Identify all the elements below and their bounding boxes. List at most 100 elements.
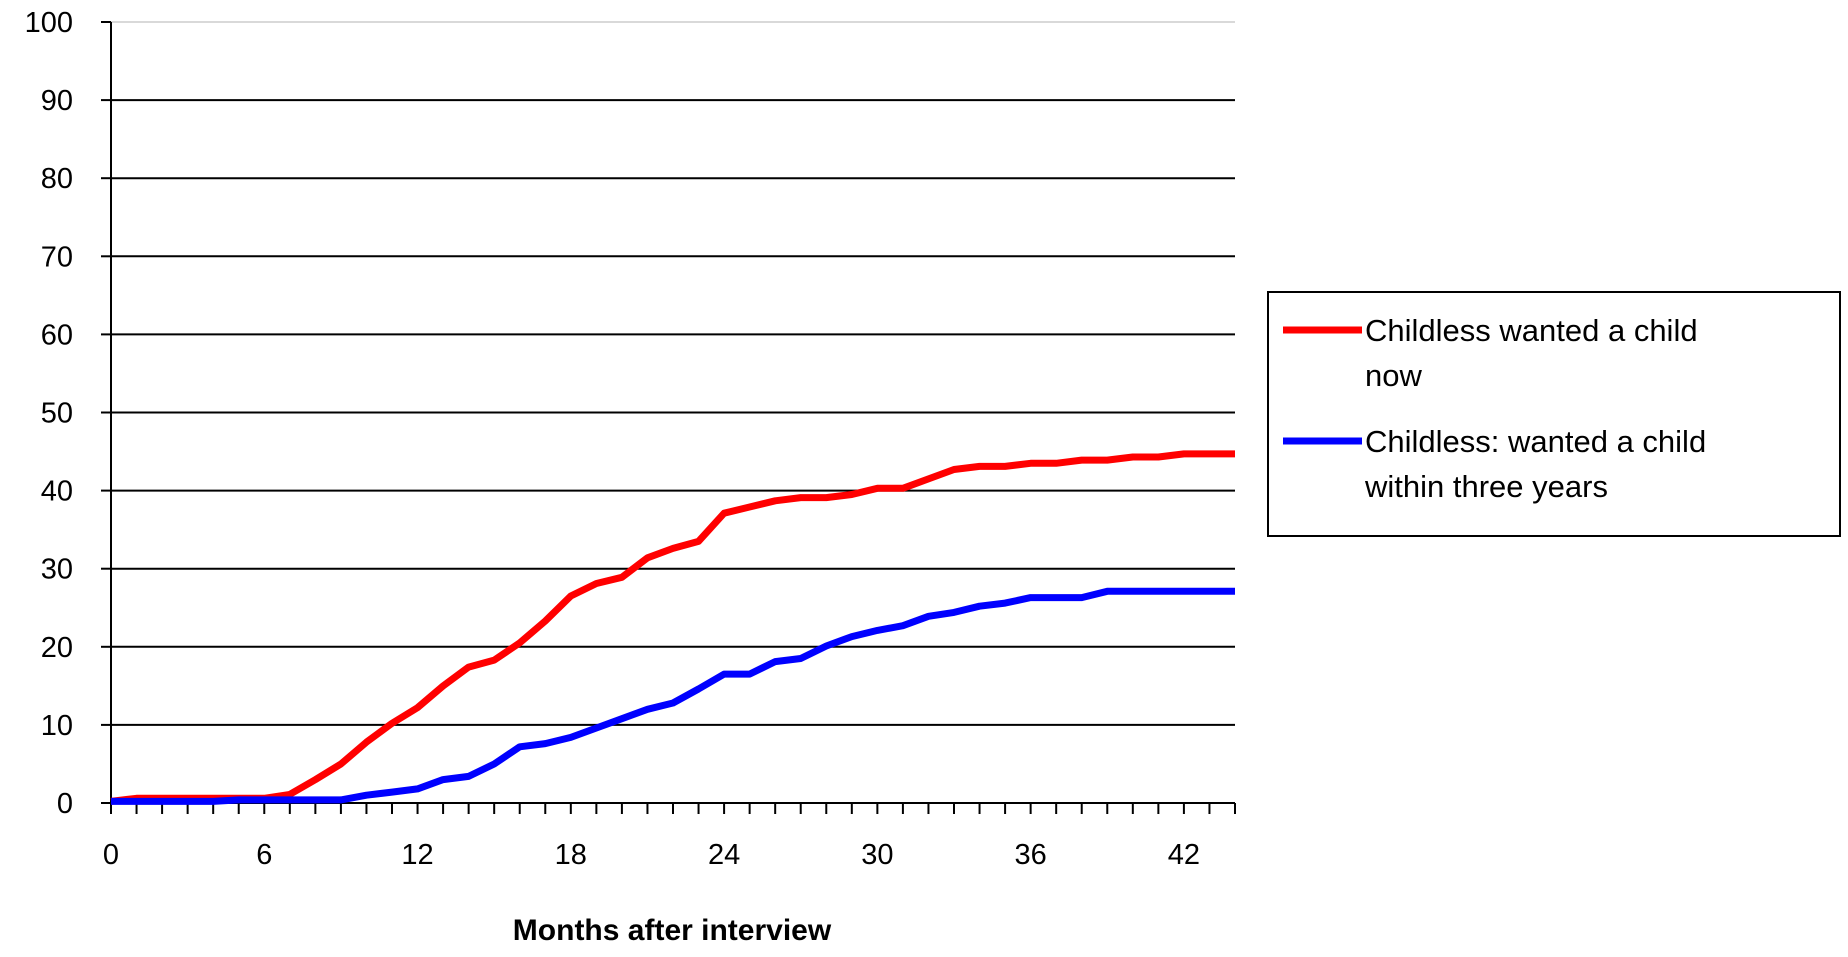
data-point-s1-x33	[951, 466, 958, 473]
data-point-s1-x23	[695, 538, 702, 545]
x-tick-label-36: 36	[1015, 839, 1047, 871]
data-point-s2-x19	[593, 725, 600, 732]
data-point-s2-x22	[670, 700, 677, 707]
y-tick-label-30: 30	[41, 554, 73, 586]
data-point-s1-x9	[337, 760, 344, 767]
data-point-s1-x42	[1180, 450, 1187, 457]
data-point-s2-x35	[1002, 600, 1009, 607]
data-point-s2-x13	[440, 776, 447, 783]
y-tick-label-80: 80	[41, 163, 73, 195]
legend-label-2: Childless: wanted a child within three ye…	[1364, 424, 1706, 504]
data-point-s2-x41	[1155, 588, 1162, 595]
x-tick-label-6: 6	[256, 839, 272, 871]
data-point-s2-x37	[1053, 594, 1060, 601]
data-point-s2-x14	[465, 773, 472, 780]
data-point-s2-x10	[363, 792, 370, 799]
data-point-s1-x19	[593, 580, 600, 587]
data-point-s2-x25	[746, 671, 753, 678]
data-point-s2-x2	[159, 798, 166, 805]
data-point-s1-x27	[797, 494, 804, 501]
x-tick-label-18: 18	[555, 839, 587, 871]
x-tick-label-12: 12	[401, 839, 433, 871]
data-point-s1-x41	[1155, 454, 1162, 461]
data-point-s2-x42	[1180, 588, 1187, 595]
data-point-s1-x16	[516, 639, 523, 646]
x-tick-label-24: 24	[708, 839, 740, 871]
y-tick-label-10: 10	[41, 710, 73, 742]
data-point-s1-x25	[746, 504, 753, 511]
legend: Childless wanted a child now Childless: wa…	[1267, 291, 1841, 537]
data-point-s2-x1	[133, 798, 140, 805]
data-point-s2-x34	[976, 603, 983, 610]
data-point-s2-x3	[184, 798, 191, 805]
data-point-s2-x6	[261, 796, 268, 803]
data-point-s2-x8	[312, 796, 319, 803]
data-point-s2-x26	[772, 658, 779, 665]
y-tick-label-0: 0	[57, 788, 73, 820]
y-tick-label-70: 70	[41, 241, 73, 273]
data-point-s2-x27	[797, 655, 804, 662]
series-lines	[110, 450, 1239, 805]
data-point-s1-x43	[1206, 450, 1213, 457]
data-point-s2-x33	[951, 609, 958, 616]
data-point-s2-x15	[491, 760, 498, 767]
data-point-s2-x44	[1232, 588, 1239, 595]
data-point-s1-x28	[823, 494, 830, 501]
series-line-1	[110, 450, 1235, 805]
data-point-s2-x43	[1206, 588, 1213, 595]
data-point-s2-x11	[389, 789, 396, 796]
data-point-s1-x44	[1232, 450, 1239, 457]
data-point-s1-x40	[1129, 454, 1136, 461]
data-point-s1-x15	[491, 657, 498, 664]
data-point-s1-x10	[363, 739, 370, 746]
data-point-s2-x29	[848, 633, 855, 640]
y-tick-label-20: 20	[41, 632, 73, 664]
data-point-s1-x37	[1053, 460, 1060, 467]
data-point-s2-x32	[925, 613, 932, 620]
data-point-s1-x22	[670, 545, 677, 552]
data-point-s1-x38	[1078, 457, 1085, 464]
data-point-s1-x11	[389, 720, 396, 727]
data-point-s2-x17	[542, 740, 549, 747]
tick-labels: 0 10 20 30 40 50 60 70 80 90 100 0 6 12 18 24 30 36 42	[25, 7, 1200, 871]
data-point-s2-x4	[210, 798, 217, 805]
data-point-s2-x39	[1104, 588, 1111, 595]
data-point-s2-x28	[823, 643, 830, 650]
data-point-s1-x36	[1027, 460, 1034, 467]
data-point-s1-x12	[414, 704, 421, 711]
axes	[101, 21, 1236, 814]
y-tick-label-90: 90	[41, 85, 73, 117]
data-point-s1-x17	[542, 618, 549, 625]
data-point-s2-x21	[644, 706, 651, 713]
data-point-s1-x30	[874, 485, 881, 492]
y-tick-label-50: 50	[41, 398, 73, 430]
data-point-s1-x29	[848, 491, 855, 498]
x-tick-label-42: 42	[1168, 839, 1200, 871]
data-point-s1-x34	[976, 463, 983, 470]
data-point-s2-x7	[286, 796, 293, 803]
data-point-s2-x30	[874, 627, 881, 634]
x-axis-title: Months after interview	[513, 914, 832, 947]
data-point-s2-x9	[337, 796, 344, 803]
data-point-s2-x40	[1129, 588, 1136, 595]
data-point-s2-x12	[414, 785, 421, 792]
data-point-s2-x23	[695, 685, 702, 692]
data-point-s2-x31	[899, 622, 906, 629]
data-point-s2-x36	[1027, 594, 1034, 601]
legend-box	[1267, 291, 1841, 537]
gridlines	[111, 21, 1235, 726]
y-tick-label-100: 100	[25, 7, 73, 39]
x-tick-label-30: 30	[861, 839, 893, 871]
data-point-s2-x24	[721, 671, 728, 678]
data-point-s1-x39	[1104, 457, 1111, 464]
series-line-2	[111, 587, 1235, 805]
data-point-s2-x16	[516, 743, 523, 750]
data-point-s2-x20	[618, 715, 625, 722]
data-point-s1-x32	[925, 475, 932, 482]
y-tick-label-40: 40	[41, 476, 73, 508]
y-tick-label-60: 60	[41, 319, 73, 351]
data-point-s1-x35	[1002, 463, 1009, 470]
data-point-s1-x31	[899, 485, 906, 492]
data-point-s1-x20	[618, 574, 625, 581]
